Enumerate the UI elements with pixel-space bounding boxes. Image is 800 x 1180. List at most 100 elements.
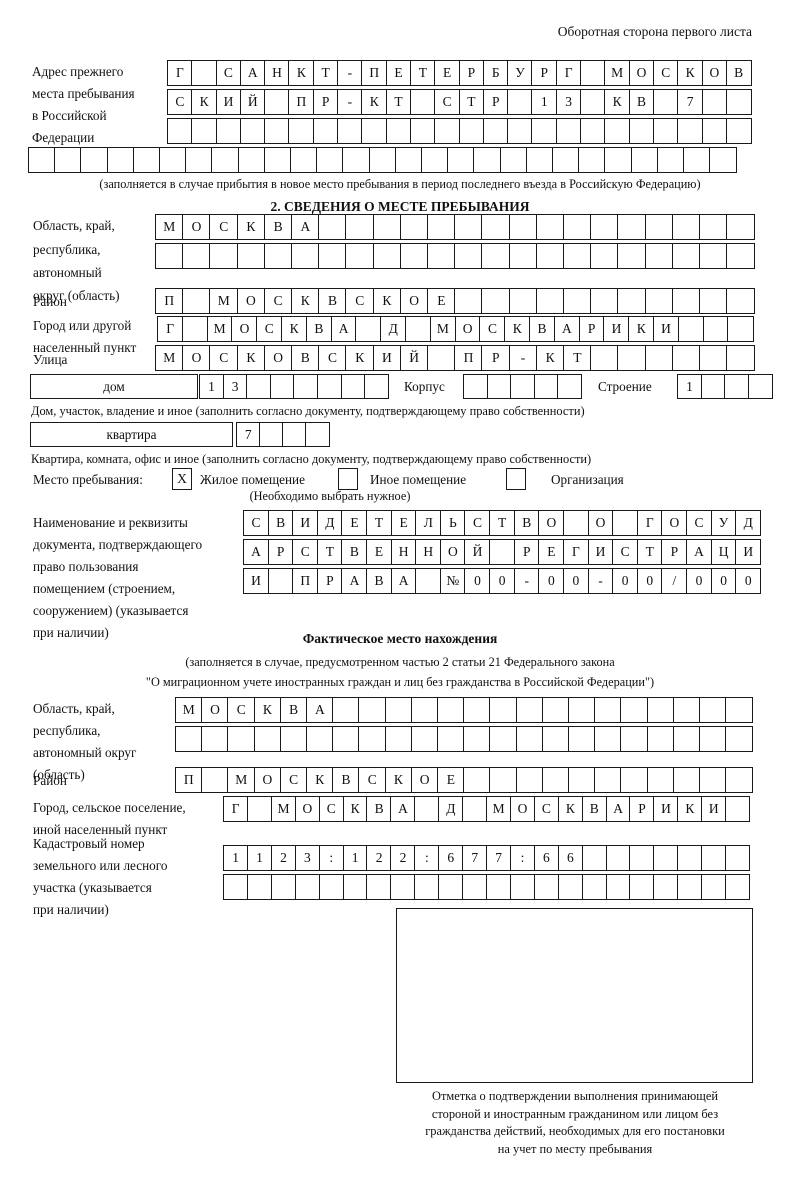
- char-cell[interactable]: Т: [312, 60, 339, 86]
- char-cell[interactable]: 1: [342, 845, 368, 871]
- document-row-3[interactable]: И П Р А В А № 0 0-0 0-0 0/0 0 0: [243, 568, 762, 594]
- char-cell[interactable]: [701, 845, 727, 871]
- checkbox-other-premises[interactable]: [338, 468, 358, 490]
- char-cell[interactable]: [270, 874, 297, 900]
- char-cell[interactable]: И: [603, 316, 630, 342]
- char-cell[interactable]: [671, 214, 701, 240]
- char-cell[interactable]: К: [253, 697, 282, 723]
- char-cell[interactable]: [590, 214, 619, 240]
- char-cell[interactable]: 7: [485, 845, 512, 871]
- char-cell[interactable]: К: [604, 89, 631, 115]
- char-cell[interactable]: 0: [562, 568, 589, 594]
- char-cell[interactable]: [410, 726, 439, 752]
- char-cell[interactable]: С: [279, 767, 308, 793]
- char-cell[interactable]: М: [209, 288, 238, 314]
- char-cell[interactable]: Т: [458, 89, 485, 115]
- char-cell[interactable]: Л: [415, 510, 442, 536]
- checkbox-residential[interactable]: X: [172, 468, 192, 490]
- char-cell[interactable]: В: [318, 288, 347, 314]
- char-cell[interactable]: [209, 243, 238, 269]
- char-cell[interactable]: [508, 214, 538, 240]
- char-cell[interactable]: [167, 118, 193, 144]
- char-cell[interactable]: [399, 214, 429, 240]
- char-cell[interactable]: В: [279, 697, 308, 723]
- char-cell[interactable]: 6: [438, 845, 464, 871]
- char-cell[interactable]: [358, 726, 387, 752]
- char-cell[interactable]: 0: [489, 568, 516, 594]
- char-cell[interactable]: [568, 697, 596, 723]
- char-cell[interactable]: К: [384, 767, 413, 793]
- char-cell[interactable]: В: [366, 796, 392, 822]
- char-cell[interactable]: [342, 874, 368, 900]
- char-cell[interactable]: [747, 374, 773, 399]
- char-cell[interactable]: [385, 118, 412, 144]
- char-cell[interactable]: [535, 243, 565, 269]
- char-cell[interactable]: С: [292, 539, 319, 565]
- char-cell[interactable]: [239, 118, 266, 144]
- char-cell[interactable]: [427, 243, 456, 269]
- char-cell[interactable]: [726, 243, 755, 269]
- char-cell[interactable]: [699, 243, 728, 269]
- char-cell[interactable]: [201, 767, 229, 793]
- char-cell[interactable]: [390, 874, 416, 900]
- char-cell[interactable]: [282, 422, 307, 447]
- char-cell[interactable]: [342, 147, 371, 173]
- actual-region-row-2[interactable]: [175, 726, 753, 752]
- char-cell[interactable]: [580, 89, 606, 115]
- char-cell[interactable]: [644, 214, 674, 240]
- char-cell[interactable]: А: [243, 539, 269, 565]
- char-cell[interactable]: [656, 147, 685, 173]
- char-cell[interactable]: :: [318, 845, 344, 871]
- char-cell[interactable]: [358, 697, 387, 723]
- char-cell[interactable]: Т: [316, 539, 343, 565]
- char-cell[interactable]: Т: [489, 510, 516, 536]
- char-cell[interactable]: С: [256, 316, 283, 342]
- char-cell[interactable]: В: [366, 568, 393, 594]
- char-cell[interactable]: А: [291, 214, 320, 240]
- char-cell[interactable]: [394, 147, 423, 173]
- char-cell[interactable]: Д: [316, 510, 343, 536]
- char-cell[interactable]: В: [513, 510, 540, 536]
- char-cell[interactable]: [594, 726, 622, 752]
- flat-cells[interactable]: 7: [236, 422, 330, 447]
- char-cell[interactable]: Г: [157, 316, 184, 342]
- char-cell[interactable]: [264, 118, 290, 144]
- char-cell[interactable]: В: [332, 767, 360, 793]
- char-cell[interactable]: [305, 422, 330, 447]
- char-cell[interactable]: [485, 874, 512, 900]
- char-cell[interactable]: [499, 147, 528, 173]
- char-cell[interactable]: [410, 697, 439, 723]
- char-cell[interactable]: К: [535, 345, 565, 371]
- char-cell[interactable]: А: [685, 539, 712, 565]
- char-cell[interactable]: [541, 726, 570, 752]
- char-cell[interactable]: [563, 214, 592, 240]
- char-cell[interactable]: [677, 118, 703, 144]
- prev-address-row-4[interactable]: [28, 147, 737, 173]
- char-cell[interactable]: [489, 726, 518, 752]
- char-cell[interactable]: [644, 345, 674, 371]
- char-cell[interactable]: И: [653, 796, 679, 822]
- char-cell[interactable]: [630, 147, 659, 173]
- char-cell[interactable]: [563, 243, 592, 269]
- char-cell[interactable]: [227, 726, 255, 752]
- char-cell[interactable]: К: [236, 214, 266, 240]
- char-cell[interactable]: [291, 243, 320, 269]
- char-cell[interactable]: Д: [380, 316, 407, 342]
- char-cell[interactable]: [699, 214, 728, 240]
- char-cell[interactable]: 3: [222, 374, 248, 399]
- char-cell[interactable]: 3: [294, 845, 321, 871]
- char-cell[interactable]: [725, 767, 753, 793]
- char-cell[interactable]: [508, 243, 538, 269]
- char-cell[interactable]: [236, 243, 266, 269]
- stroenie-cells[interactable]: 1: [677, 374, 773, 399]
- char-cell[interactable]: [552, 147, 580, 173]
- char-cell[interactable]: Т: [563, 345, 592, 371]
- char-cell[interactable]: О: [294, 796, 321, 822]
- char-cell[interactable]: [594, 697, 622, 723]
